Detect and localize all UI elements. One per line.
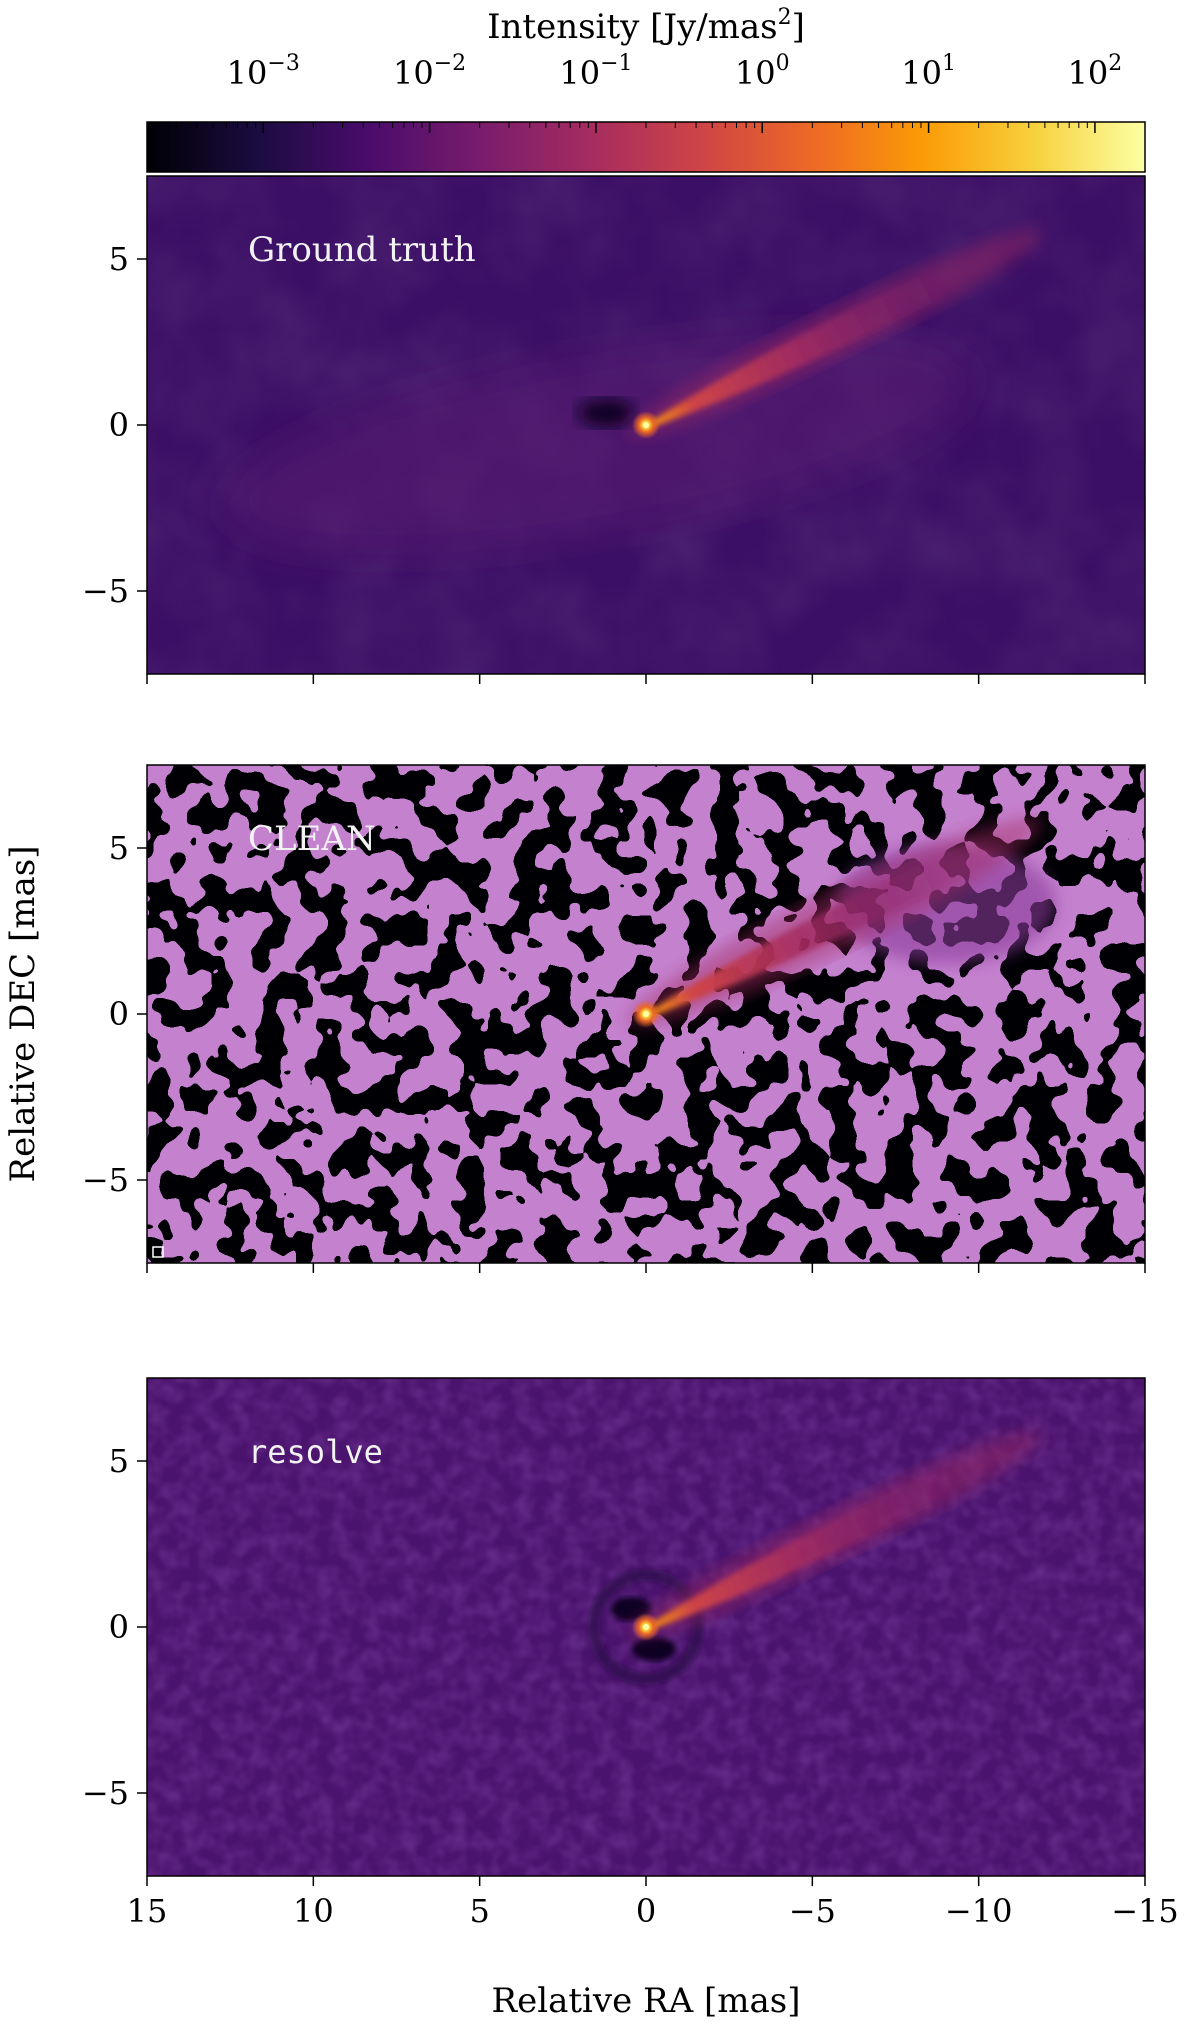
panel-image — [147, 765, 1145, 1263]
y-tick-label: −5 — [82, 1161, 129, 1199]
panel-ground-truth: Ground truth 5 0 −5 — [82, 175, 1146, 684]
colorbar-bar — [146, 121, 1146, 173]
panels: Ground truth 5 0 −5 CLEAN 5 0 −5 resolve 5 0 −5 15 10… — [82, 175, 1179, 1930]
axis-titles: Relative RA [mas] Relative DEC [mas] — [3, 846, 801, 2021]
jet — [627, 1431, 1042, 1639]
panel-resolve: resolve 5 0 −5 15 10 5 0 −5 −10 −15 — [82, 1377, 1179, 1930]
panel-label: Ground truth — [248, 230, 476, 270]
x-axis-label: Relative RA [mas] — [492, 1981, 801, 2021]
x-tick-label: −10 — [945, 1892, 1013, 1930]
x-tick-label: 15 — [127, 1892, 168, 1930]
y-tick-label: −5 — [82, 1774, 129, 1812]
jet-body — [646, 852, 959, 1018]
jet-body — [646, 263, 959, 429]
jet-core-peak — [643, 1011, 649, 1017]
colorbar-tick-label: 101 — [901, 51, 956, 92]
x-tick-label: −5 — [789, 1892, 836, 1930]
panel-image — [147, 176, 1145, 674]
jet-body — [646, 1465, 959, 1631]
jet — [627, 229, 1042, 437]
dark-spot — [578, 399, 634, 427]
x-tick-label: 10 — [293, 1892, 334, 1930]
colorbar-tick-label: 10−2 — [393, 51, 466, 92]
y-tick-label: 0 — [109, 1608, 129, 1646]
colorbar-tick-label: 10−3 — [227, 51, 300, 92]
panel-image — [147, 1378, 1145, 1876]
ring-artifact — [588, 1569, 704, 1685]
beam-marker — [152, 1246, 164, 1258]
y-tick-label: 5 — [109, 240, 129, 278]
y-tick-label: 0 — [109, 995, 129, 1033]
panel-label: resolve — [248, 1433, 383, 1471]
y-tick-label: 0 — [109, 406, 129, 444]
x-tick-label: −15 — [1111, 1892, 1179, 1930]
jet — [627, 817, 1042, 1027]
diffuse-emission — [223, 333, 974, 555]
colorbar-tick-label: 102 — [1068, 51, 1123, 92]
colorbar: 10−3 10−2 10−1 100 101 102 Intensity [Jy/mas2] — [146, 5, 1146, 173]
jet-core-peak — [643, 1624, 649, 1630]
jet-core-peak — [643, 422, 649, 428]
colorbar-tick-label: 10−1 — [559, 51, 632, 92]
y-axis-label: Relative DEC [mas] — [3, 846, 43, 1183]
colorbar-tick-label: 100 — [735, 51, 790, 92]
panel-clean: CLEAN 5 0 −5 — [82, 764, 1146, 1273]
y-tick-label: 5 — [109, 1442, 129, 1480]
colorbar-title: Intensity [Jy/mas2] — [487, 5, 805, 47]
y-tick-label: 5 — [109, 829, 129, 867]
x-tick-label: 5 — [469, 1892, 489, 1930]
panel-label: CLEAN — [248, 819, 376, 859]
dark-spot — [632, 1637, 676, 1661]
y-tick-label: −5 — [82, 572, 129, 610]
x-tick-label: 0 — [636, 1892, 656, 1930]
